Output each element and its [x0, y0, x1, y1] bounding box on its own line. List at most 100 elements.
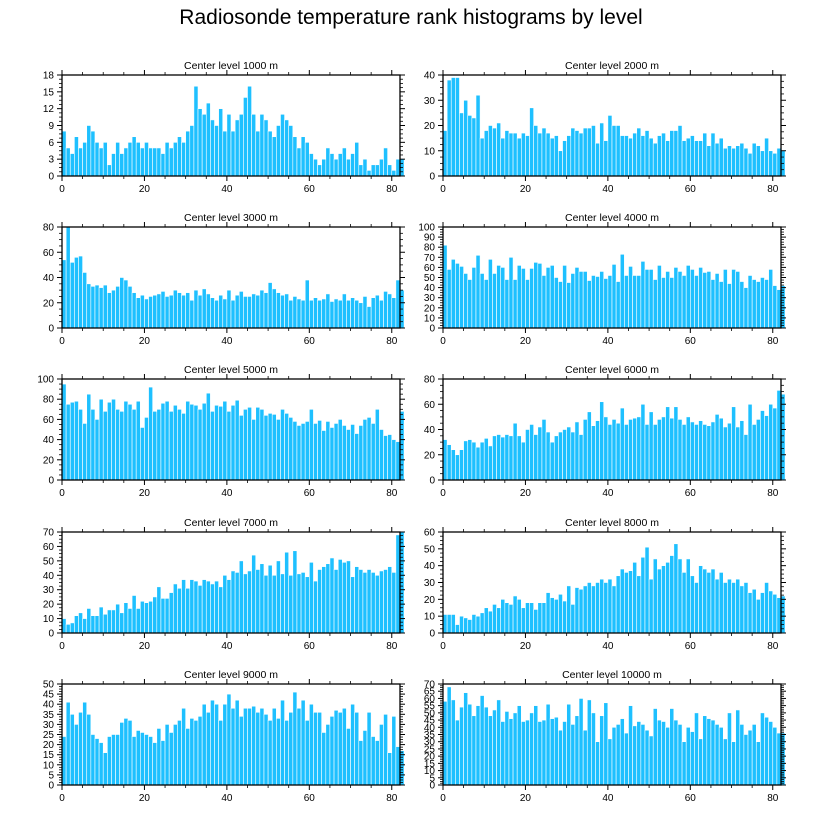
histogram-bar [185, 587, 191, 634]
histogram-bar [718, 726, 724, 786]
histogram-bar [475, 94, 481, 177]
y-tick-label: 5 [48, 770, 54, 781]
histogram-bar [98, 287, 104, 329]
histogram-bar [541, 275, 547, 329]
y-tick-label: 10 [43, 614, 55, 625]
y-tick-label: 65 [424, 687, 436, 698]
histogram-bar [603, 702, 609, 786]
panel-title: Center level 2000 m [565, 60, 659, 72]
histogram-bar [337, 153, 343, 177]
histogram-bar [446, 686, 452, 786]
histogram-bar [615, 422, 621, 481]
histogram-bar [119, 153, 125, 177]
histogram-bar [296, 707, 302, 786]
histogram-bar [508, 132, 514, 177]
histogram-panel-2: Center level 2000 m 0 10 20 30 40 0 20 40 60 80 [424, 60, 786, 195]
histogram-bar [772, 407, 778, 481]
histogram-bar [189, 579, 195, 634]
histogram-bar [611, 419, 617, 481]
histogram-bar [739, 420, 745, 481]
histogram-bar [706, 145, 712, 177]
x-tick-label: 60 [304, 336, 316, 347]
histogram-bar [459, 112, 464, 177]
histogram-bar [566, 703, 572, 786]
histogram-bar [533, 609, 539, 634]
histogram-bar [475, 615, 481, 634]
histogram-bar [374, 408, 380, 481]
histogram-bar [450, 614, 456, 634]
histogram-bar [533, 125, 539, 177]
histogram-bar [230, 570, 236, 634]
histogram-bar [747, 592, 753, 634]
histogram-bar [710, 568, 716, 634]
histogram-bar [591, 585, 596, 634]
histogram-bar [529, 602, 534, 634]
histogram-bar [619, 253, 625, 329]
x-tick-label: 80 [767, 488, 779, 499]
histogram-bar [238, 560, 244, 634]
histogram-bar [755, 599, 761, 634]
histogram-bar [243, 707, 248, 786]
histogram-bar [702, 272, 708, 329]
histogram-bar [271, 136, 277, 177]
histogram-bar [102, 284, 108, 329]
histogram-bar [362, 730, 368, 786]
histogram-bar [288, 574, 294, 634]
histogram-bar [255, 711, 261, 786]
histogram-bar [619, 135, 625, 177]
histogram-bar [98, 147, 104, 177]
histogram-bar [463, 692, 469, 786]
histogram-bar [222, 574, 228, 634]
histogram-bar [591, 425, 596, 481]
histogram-bar [366, 417, 372, 481]
histogram-bar [537, 263, 543, 329]
histogram-bar [562, 429, 567, 481]
histogram-bar [185, 130, 191, 177]
histogram-bar [267, 564, 273, 634]
histogram-bar [148, 147, 153, 177]
histogram-bar [127, 608, 133, 634]
x-tick-label: 80 [767, 336, 779, 347]
histogram-bar [234, 399, 240, 481]
histogram-bar [292, 421, 298, 481]
histogram-bar [508, 604, 514, 634]
histogram-bar [496, 434, 502, 481]
histogram-bar [325, 421, 331, 481]
histogram-bar [65, 403, 71, 481]
histogram-bar [350, 703, 355, 786]
histogram-bar [172, 289, 178, 329]
histogram-bar [665, 406, 671, 481]
histogram-bar [300, 572, 306, 634]
histogram-bar [69, 401, 75, 481]
histogram-bar [512, 595, 518, 634]
panel-title: Center level 4000 m [565, 212, 659, 224]
histogram-bar [446, 444, 452, 481]
histogram-bar [177, 408, 182, 481]
histogram-bar [102, 613, 108, 634]
y-tick-label: 3 [48, 155, 54, 166]
histogram-bar [471, 614, 477, 634]
histogram-bar [226, 113, 232, 177]
histogram-bar [65, 226, 71, 329]
histogram-bar [553, 277, 559, 329]
histogram-bar [164, 296, 170, 329]
histogram-bar [681, 424, 687, 481]
histogram-bar [516, 137, 522, 177]
histogram-bar [488, 445, 493, 481]
histogram-bar [123, 400, 129, 481]
histogram-bar [525, 279, 530, 329]
histogram-panel-7: Center level 7000 m 0 10 20 30 40 50 60 70 0 20 40 6… [43, 517, 405, 652]
histogram-bar [86, 125, 92, 177]
histogram-bar [636, 416, 642, 481]
histogram-bar [259, 113, 265, 177]
y-tick-label: 45 [424, 716, 436, 727]
histogram-bar [177, 587, 182, 634]
histogram-bar [115, 408, 121, 481]
histogram-bar [337, 419, 343, 481]
histogram-bar [168, 732, 174, 786]
y-tick-label: 35 [43, 710, 55, 721]
histogram-bar [488, 715, 493, 786]
histogram-bar [578, 698, 584, 786]
y-tick-label: 30 [43, 585, 55, 596]
histogram-bar [607, 424, 613, 481]
